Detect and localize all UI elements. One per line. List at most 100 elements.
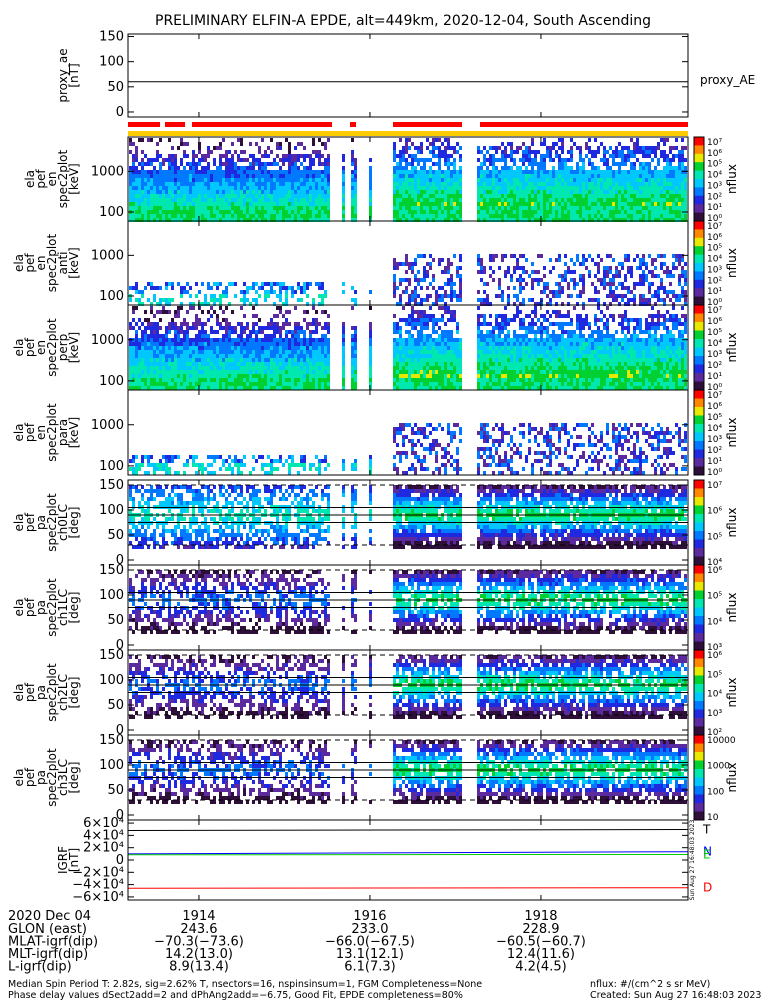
heatmap-cell: [267, 282, 270, 286]
heatmap-cell: [231, 142, 234, 146]
heatmap-cell: [660, 210, 663, 214]
heatmap-cell: [300, 162, 303, 166]
heatmap-cell: [306, 210, 309, 214]
heatmap-cell: [588, 178, 591, 182]
heatmap-cell: [207, 370, 210, 374]
heatmap-cell: [411, 334, 414, 338]
heatmap-cell: [525, 154, 528, 158]
heatmap-cell: [651, 270, 654, 274]
heatmap-cell: [507, 194, 510, 198]
heatmap-cell: [258, 382, 261, 386]
heatmap-cell: [255, 342, 258, 346]
heatmap-cell: [354, 174, 357, 178]
heatmap-cell: [255, 198, 258, 202]
heatmap-cell: [552, 290, 555, 294]
heatmap-cell: [327, 374, 330, 378]
heatmap-cell: [318, 206, 321, 210]
heatmap-cell: [198, 338, 201, 342]
panel-frame: [128, 34, 688, 117]
ylabel-energy-omni: elapefenspec2plot[keV]: [23, 149, 81, 208]
heatmap-cell: [282, 198, 285, 202]
heatmap-cell: [552, 158, 555, 162]
heatmap-cell: [483, 194, 486, 198]
heatmap-cell: [162, 162, 165, 166]
heatmap-cell: [546, 194, 549, 198]
heatmap-cell: [291, 182, 294, 186]
heatmap-cell: [150, 342, 153, 346]
heatmap-cell: [657, 194, 660, 198]
heatmap-cell: [396, 366, 399, 370]
heatmap-cell: [513, 198, 516, 202]
heatmap-cell: [444, 178, 447, 182]
heatmap-cell: [402, 338, 405, 342]
heatmap-cell: [507, 190, 510, 194]
heatmap-cell: [192, 202, 195, 206]
heatmap-cell: [267, 194, 270, 198]
heatmap-cell: [519, 190, 522, 194]
heatmap-cell: [609, 178, 612, 182]
heatmap-cell: [630, 270, 633, 274]
heatmap-cell: [297, 334, 300, 338]
heatmap-cell: [156, 354, 159, 358]
heatmap-cell: [258, 358, 261, 362]
heatmap-cell: [585, 206, 588, 210]
heatmap-cell: [648, 170, 651, 174]
heatmap-cell: [264, 382, 267, 386]
heatmap-cell: [645, 278, 648, 282]
heatmap-cell: [627, 174, 630, 178]
heatmap-cell: [579, 166, 582, 170]
heatmap-cell: [135, 382, 138, 386]
heatmap-cell: [519, 194, 522, 198]
heatmap-cell: [318, 202, 321, 206]
heatmap-cell: [513, 150, 516, 154]
heatmap-cell: [537, 166, 540, 170]
heatmap-cell: [273, 170, 276, 174]
heatmap-cell: [603, 270, 606, 274]
heatmap-cell: [537, 254, 540, 258]
quality-segment: [480, 122, 688, 127]
heatmap-cell: [324, 166, 327, 170]
heatmap-cell: [309, 182, 312, 186]
heatmap-cell: [414, 318, 417, 322]
heatmap-cell: [513, 202, 516, 206]
heatmap-cell: [537, 178, 540, 182]
heatmap-cell: [402, 206, 405, 210]
heatmap-cell: [204, 378, 207, 382]
heatmap-cell: [645, 190, 648, 194]
heatmap-cell: [327, 202, 330, 206]
heatmap-cell: [309, 214, 312, 218]
heatmap-cell: [129, 182, 132, 186]
heatmap-cell: [405, 350, 408, 354]
heatmap-cell: [516, 258, 519, 262]
heatmap-cell: [216, 210, 219, 214]
heatmap-cell: [168, 178, 171, 182]
heatmap-cell: [666, 270, 669, 274]
heatmap-cell: [408, 206, 411, 210]
heatmap-cell: [159, 334, 162, 338]
heatmap-cell: [171, 350, 174, 354]
heatmap-cell: [249, 338, 252, 342]
heatmap-cell: [324, 378, 327, 382]
heatmap-cell: [141, 158, 144, 162]
heatmap-cell: [666, 190, 669, 194]
heatmap-cell: [597, 182, 600, 186]
heatmap-cell: [597, 190, 600, 194]
heatmap-cell: [549, 186, 552, 190]
heatmap-cell: [657, 142, 660, 146]
heatmap-cell: [483, 298, 486, 302]
heatmap-cell: [618, 166, 621, 170]
heatmap-cell: [195, 322, 198, 326]
heatmap-cell: [285, 338, 288, 342]
heatmap-cell: [147, 194, 150, 198]
heatmap-cell: [402, 382, 405, 386]
heatmap-cell: [501, 150, 504, 154]
heatmap-cell: [666, 294, 669, 298]
heatmap-cell: [402, 366, 405, 370]
heatmap-cell: [165, 170, 168, 174]
heatmap-cell: [567, 294, 570, 298]
heatmap-cell: [138, 378, 141, 382]
heatmap-cell: [483, 154, 486, 158]
heatmap-cell: [396, 342, 399, 346]
heatmap-cell: [477, 258, 480, 262]
heatmap-cell: [306, 190, 309, 194]
